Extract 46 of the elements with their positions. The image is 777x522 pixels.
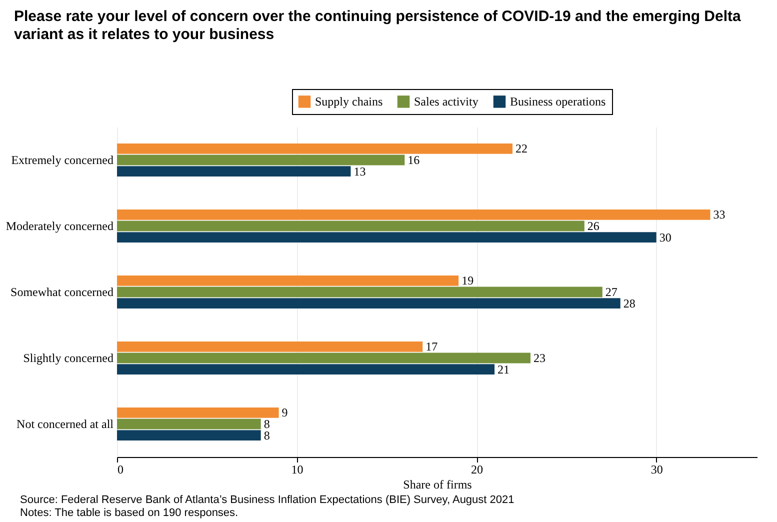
bar: [117, 220, 584, 232]
data-label: 13: [354, 164, 366, 178]
bar: [117, 232, 656, 242]
bar: [117, 352, 530, 364]
y-tick-label: Somewhat concerned: [10, 285, 114, 299]
y-tick-label: Moderately concerned: [6, 219, 114, 233]
data-label: 17: [426, 340, 438, 354]
bar: [117, 210, 710, 220]
bar: [117, 418, 261, 430]
bar: [117, 364, 495, 374]
chart-title: Please rate your level of concern over the continuing persistence of COVID-19 and the emerging Delta variant as it relates to your business: [13, 7, 742, 44]
bar: [117, 276, 459, 286]
bar: [117, 166, 351, 176]
data-label: 19: [462, 274, 474, 288]
bar: [117, 286, 602, 298]
bar: [117, 154, 405, 166]
bar: [117, 408, 279, 418]
x-tick-label: 20: [471, 462, 484, 476]
bar: [117, 430, 261, 440]
bar: [117, 342, 423, 352]
x-tick-label: 30: [650, 462, 663, 476]
data-label: 33: [713, 208, 726, 222]
x-tick-label: 10: [291, 462, 304, 476]
data-label: 21: [498, 362, 510, 376]
x-tick-label: 0: [118, 462, 124, 476]
bar: [117, 144, 513, 154]
data-label: 26: [587, 219, 600, 233]
data-label: 30: [659, 230, 672, 244]
data-label: 28: [623, 296, 636, 310]
x-axis-title: Share of firms: [403, 478, 472, 492]
legend-label: Sales activity: [414, 94, 478, 109]
text: Notes: The table is based on 190 responses.: [20, 507, 240, 520]
data-label: 23: [533, 351, 546, 365]
data-label: 9: [282, 406, 288, 420]
data-label: 22: [516, 142, 528, 156]
y-tick-label: Not concerned at all: [16, 417, 114, 431]
data-label: 8: [264, 417, 270, 431]
bar: [117, 298, 620, 308]
data-label: 16: [408, 153, 420, 167]
y-tick-label: Extremely concerned: [11, 153, 114, 167]
legend-label: Supply chains: [315, 94, 383, 109]
legend-label: Business operations: [510, 94, 606, 109]
y-tick-label: Slightly concerned: [23, 351, 114, 365]
source-note: Source: Federal Reserve Bank of Atlanta’s Business Inflation Expectations (BIE) Survey, August 2021: [20, 494, 516, 507]
data-label: 8: [264, 428, 270, 442]
data-label: 27: [605, 285, 618, 299]
